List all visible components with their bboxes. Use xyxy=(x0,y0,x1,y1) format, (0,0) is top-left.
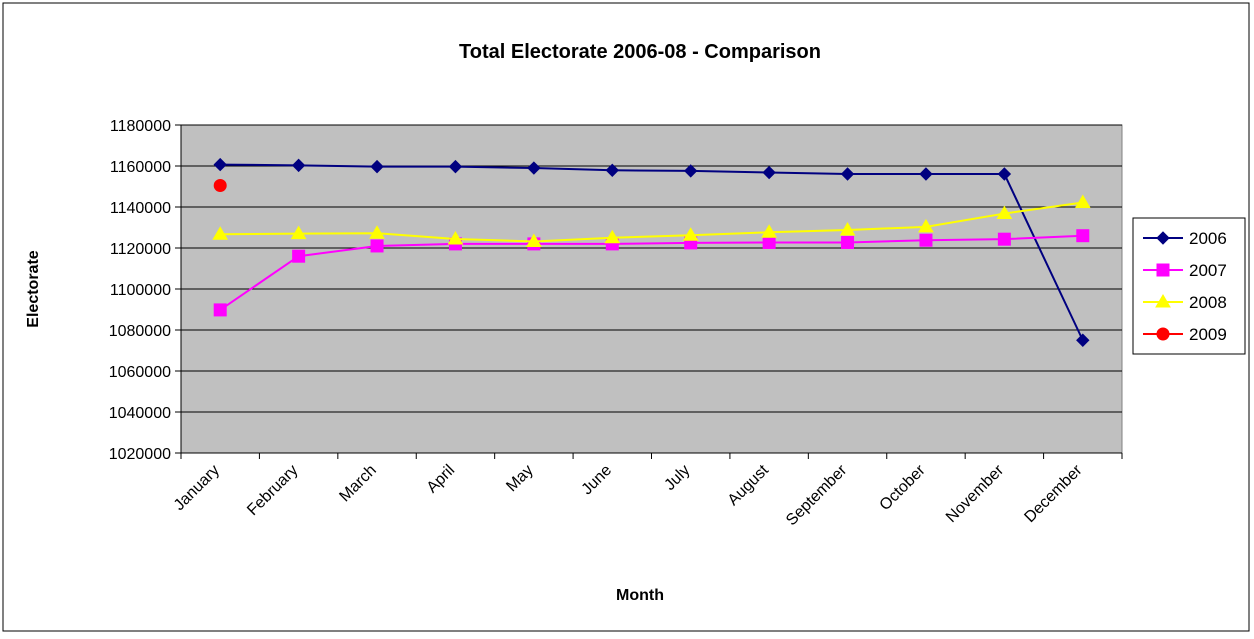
y-tick-label: 1100000 xyxy=(110,282,171,299)
y-axis-ticks: 1020000 1040000 1060000 1080000 1100000 11200… xyxy=(109,118,182,463)
y-tick-label: 1080000 xyxy=(109,323,171,340)
data-point xyxy=(918,218,934,233)
y-tick-label: 1020000 xyxy=(109,446,171,463)
data-point xyxy=(292,249,306,263)
data-point xyxy=(762,165,776,180)
data-point xyxy=(1076,333,1090,347)
y-tick-label: 1160000 xyxy=(110,159,171,176)
y-tick-label: 1120000 xyxy=(110,241,171,258)
gridlines xyxy=(181,124,1122,413)
data-point xyxy=(839,221,856,236)
data-point xyxy=(605,163,619,178)
data-point xyxy=(370,159,384,174)
series-2009 xyxy=(213,178,227,192)
legend-label: 2006 xyxy=(1189,229,1227,248)
data-point xyxy=(604,229,621,244)
data-point xyxy=(761,224,777,238)
series-line xyxy=(219,234,1083,311)
data-point xyxy=(684,164,698,178)
data-point xyxy=(526,233,542,247)
data-point xyxy=(1076,229,1090,243)
legend-label: 2007 xyxy=(1189,261,1227,280)
legend-label: 2008 xyxy=(1189,293,1227,312)
data-point xyxy=(370,239,384,253)
chart-title: Total Electorate 2006-08 - Comparison xyxy=(459,41,821,63)
y-tick-label: 1060000 xyxy=(109,364,171,381)
legend-marker xyxy=(1156,327,1170,341)
data-point xyxy=(213,157,227,172)
data-point xyxy=(997,167,1012,181)
series-2008 xyxy=(212,194,1091,247)
data-point xyxy=(213,303,227,317)
data-point xyxy=(369,225,385,239)
data-point xyxy=(213,178,227,192)
y-axis-label: Electorate xyxy=(25,250,42,327)
legend-label: 2009 xyxy=(1189,325,1227,344)
series-layer xyxy=(212,157,1091,347)
data-point xyxy=(996,205,1013,220)
legend-item: 2008 xyxy=(1143,293,1227,312)
series-line xyxy=(220,163,1084,341)
data-point xyxy=(919,167,933,181)
data-point xyxy=(1074,194,1091,208)
data-point xyxy=(762,235,776,249)
data-point xyxy=(841,235,855,249)
legend-marker xyxy=(1156,263,1170,277)
data-point xyxy=(919,233,933,247)
data-point xyxy=(290,225,307,240)
series-2006 xyxy=(213,157,1090,347)
data-point xyxy=(447,230,464,245)
y-tick-label: 1040000 xyxy=(109,405,171,422)
legend-marker xyxy=(1156,231,1170,245)
data-point xyxy=(291,158,306,173)
data-point xyxy=(997,232,1011,246)
legend-item: 2006 xyxy=(1143,229,1227,248)
series-line xyxy=(220,201,1083,243)
legend-box xyxy=(1132,217,1246,355)
legend: 2006 2007 2008 2009 xyxy=(1143,229,1227,344)
legend-marker xyxy=(1155,294,1171,308)
legend-item: 2007 xyxy=(1143,261,1227,280)
x-axis-label: Month xyxy=(616,587,664,604)
data-point xyxy=(840,167,855,181)
data-point xyxy=(527,161,541,175)
data-point xyxy=(448,159,463,174)
y-tick-label: 1140000 xyxy=(110,200,171,217)
data-point xyxy=(682,227,699,241)
y-tick-label: 1180000 xyxy=(110,118,171,135)
legend-item: 2009 xyxy=(1143,325,1227,344)
data-point xyxy=(212,226,229,240)
